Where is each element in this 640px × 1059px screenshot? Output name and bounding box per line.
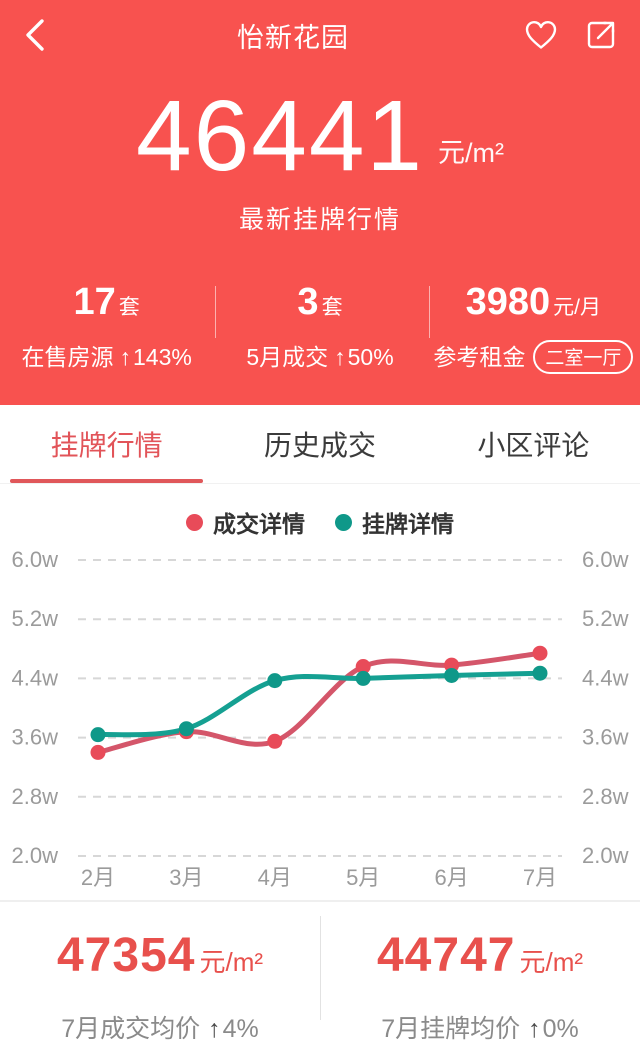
listing-avg-label: 7月挂牌均价 ↑0% [381, 1015, 579, 1043]
up-arrow-icon: ↑ [208, 1015, 221, 1043]
footer-listing-price: 44747 元/m² 7月挂牌均价 ↑0% [320, 928, 640, 1059]
layout-badge: 二室一厅 [533, 339, 634, 374]
legend-label: 成交详情 [213, 511, 305, 537]
up-arrow-icon: ↑ [528, 1015, 541, 1043]
navbar: 怡新花园 [0, 0, 640, 70]
legend-dot-teal [335, 513, 352, 531]
stat-listings: 17 套 在售房源 ↑143% [0, 281, 213, 374]
svg-text:2月: 2月 [81, 865, 115, 890]
stat-rent: 3980 元/月 参考租金 二室一厅 [427, 281, 640, 374]
hero-header: 怡新花园 46441 元/m² 最新挂牌行情 [0, 0, 640, 405]
svg-text:5.2w: 5.2w [12, 606, 59, 631]
summary-divider [215, 286, 216, 338]
page-title: 怡新花园 [237, 22, 349, 53]
stat-rent-label: 参考租金 二室一厅 [427, 338, 640, 374]
svg-text:6月: 6月 [434, 865, 468, 890]
svg-text:7月: 7月 [523, 865, 557, 890]
chevron-left-icon [26, 19, 44, 51]
legend-item-deal: 成交详情 [186, 505, 305, 539]
deal-avg-label: 7月成交均价 ↑4% [61, 1015, 259, 1043]
footer-deal-price: 47354 元/m² 7月成交均价 ↑4% [0, 928, 320, 1059]
tab-listing-trend[interactable]: 挂牌行情 [0, 405, 213, 483]
svg-text:3月: 3月 [169, 865, 203, 890]
favorite-button[interactable] [524, 18, 558, 52]
svg-text:2.8w: 2.8w [12, 784, 59, 809]
heart-outline-icon [525, 20, 557, 49]
back-button[interactable] [22, 15, 62, 55]
listing-avg-price: 44747 元/m² [376, 929, 584, 982]
svg-text:2.0w: 2.0w [582, 843, 629, 868]
latest-price: 46441 元/m² [0, 86, 640, 186]
summary-divider [429, 286, 430, 338]
nav-actions [524, 18, 618, 52]
legend-item-listing: 挂牌详情 [335, 505, 454, 539]
latest-price-value: 46441 [135, 80, 425, 192]
svg-text:2.0w: 2.0w [12, 843, 59, 868]
svg-text:4.4w: 4.4w [12, 665, 59, 690]
share-box-icon [587, 21, 615, 49]
chart-legend: 成交详情 挂牌详情 [0, 483, 640, 539]
deal-avg-price: 47354 元/m² [56, 929, 264, 982]
latest-price-unit: 元/m² [438, 138, 505, 168]
svg-text:6.0w: 6.0w [12, 547, 59, 572]
svg-text:6.0w: 6.0w [582, 547, 629, 572]
svg-text:3.6w: 3.6w [12, 725, 59, 750]
stat-deals-label: 5月成交 ↑50% [246, 343, 394, 370]
share-button[interactable] [584, 18, 618, 52]
up-arrow-icon: ↑ [334, 343, 346, 370]
svg-text:5.2w: 5.2w [582, 606, 629, 631]
tab-bar: 挂牌行情 历史成交 小区评论 [0, 405, 640, 483]
price-trend-chart: 6.0w 6.0w 5.2w 5.2w 4.4w 4.4w 3.6w 3.6w 2.8w 2.8w… [12, 547, 629, 890]
stat-listings-value: 17 套 [73, 281, 140, 323]
legend-dot-red [186, 513, 203, 531]
tab-history-deals[interactable]: 历史成交 [263, 430, 376, 461]
footer-stats: 47354 元/m² 7月成交均价 ↑4% 44747 元/m² 7月挂牌均价 ↑0% [0, 900, 640, 1059]
svg-text:4月: 4月 [258, 865, 292, 890]
tab-community-comments[interactable]: 小区评论 [477, 430, 590, 461]
svg-text:3.6w: 3.6w [582, 725, 629, 750]
footer-divider [320, 916, 321, 1020]
stat-listings-label: 在售房源 ↑143% [21, 343, 192, 370]
svg-text:5月: 5月 [346, 865, 380, 890]
price-trend-chart-container: 6.0w 6.0w 5.2w 5.2w 4.4w 4.4w 3.6w 3.6w 2.8w 2.8w… [0, 541, 640, 896]
latest-price-caption: 最新挂牌行情 [238, 206, 401, 234]
legend-label: 挂牌详情 [362, 511, 454, 537]
up-arrow-icon: ↑ [119, 343, 132, 370]
svg-text:2.8w: 2.8w [582, 784, 629, 809]
stat-rent-value: 3980 元/月 [465, 281, 602, 323]
svg-text:4.4w: 4.4w [582, 665, 629, 690]
